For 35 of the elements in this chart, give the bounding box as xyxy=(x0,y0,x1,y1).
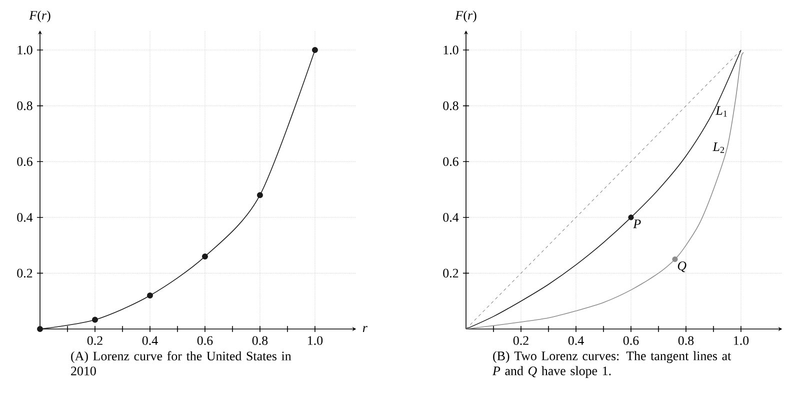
x-tick-label: 0.6 xyxy=(623,336,639,345)
y-tick-label: 0.6 xyxy=(443,157,458,166)
x-tick-label: 0.2 xyxy=(513,336,528,345)
series-label: L$_{1}$ xyxy=(716,106,727,117)
y-tick-label: 0.8 xyxy=(17,101,32,110)
point xyxy=(37,326,44,332)
y-tick-label: 0.4 xyxy=(17,213,33,222)
y-tick-label: 1.0 xyxy=(444,46,458,54)
y-axis-title: F(r) xyxy=(29,10,50,22)
x-tick-label: 0.4 xyxy=(568,336,584,345)
x-tick-label: 0.2 xyxy=(87,336,102,345)
text: (B) Two Lorenz curves: The tangent lines at P and Q have slope 1. xyxy=(492,351,732,378)
annotation: Q xyxy=(678,261,686,272)
y-tick-label: 1.0 xyxy=(18,46,32,54)
text: (A) Lorenz curve for the United States in 2010 xyxy=(71,351,292,376)
point xyxy=(92,316,98,323)
point xyxy=(312,47,318,54)
x-axis-title: r xyxy=(362,326,368,332)
point xyxy=(146,292,153,299)
x-tick-label: 0.8 xyxy=(678,336,694,345)
x-tick-label: 1.0 xyxy=(308,336,323,345)
y-tick-label: 0.6 xyxy=(17,157,32,166)
y-tick-label: 0.2 xyxy=(17,268,32,278)
x-tick-label: 0.6 xyxy=(197,336,213,345)
series-label: L$_{2}$ xyxy=(712,142,724,153)
x-tick-label: 0.4 xyxy=(142,336,158,345)
x-tick-label: 0.8 xyxy=(252,336,268,345)
y-tick-label: 0.2 xyxy=(443,268,458,278)
y-tick-label: 0.8 xyxy=(443,101,458,110)
point xyxy=(256,192,263,198)
y-axis-title: F(r) xyxy=(455,10,476,22)
point xyxy=(202,253,208,260)
x-tick-label: 1.0 xyxy=(734,336,749,345)
annotation: P xyxy=(633,220,641,228)
y-tick-label: 0.4 xyxy=(443,213,459,222)
